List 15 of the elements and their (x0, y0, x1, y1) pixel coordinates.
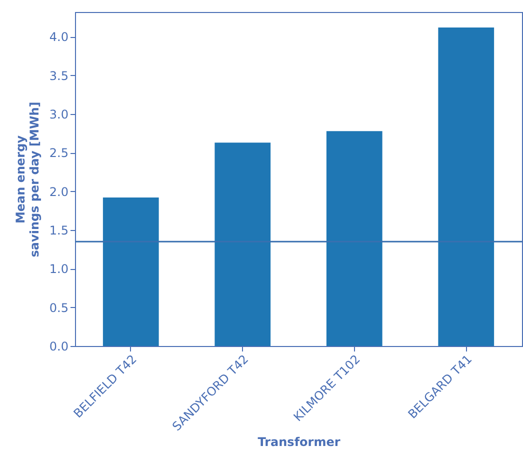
y-tick-label: 4.0 (49, 30, 68, 44)
y-tick-label: 2.0 (49, 184, 68, 199)
y-tick-label: 3.0 (49, 108, 68, 122)
y-tick-label: 1.0 (49, 262, 68, 276)
y-tick-label: 0.5 (49, 300, 68, 315)
bar (438, 27, 494, 346)
y-tick-label: 2.5 (49, 146, 68, 160)
y-axis-title: Mean energy savings per day [MWh] (13, 102, 42, 258)
x-axis-title: Transformer (258, 434, 340, 449)
bar (102, 198, 159, 346)
bar (214, 142, 271, 346)
y-tick-label: 3.5 (49, 68, 68, 83)
y-tick-label: 1.5 (49, 224, 68, 238)
y-tick-label: 0.0 (49, 340, 68, 354)
bar (326, 131, 382, 346)
